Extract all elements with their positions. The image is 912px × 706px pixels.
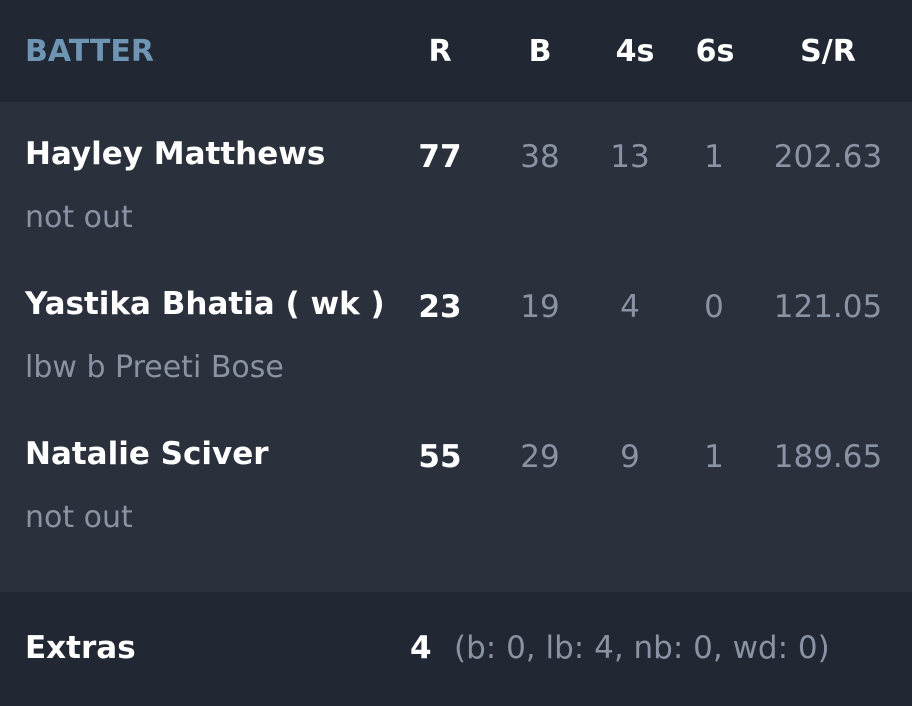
batter-runs: 23 [418,289,462,325]
batter-sixes: 0 [704,289,724,325]
scorecard-header: BATTER R B 4s 6s S/R [0,0,912,102]
batter-runs: 55 [418,439,462,475]
batter-name[interactable]: Natalie Sciver [25,436,269,472]
batter-dismissal: not out [25,500,133,535]
batter-dismissal: lbw b Preeti Bose [25,350,284,385]
batter-row[interactable]: Hayley Matthews not out 77 38 13 1 202.6… [3,102,912,252]
extras-row: Extras 4 (b: 0, lb: 4, nb: 0, wd: 0) [0,592,912,706]
extras-label: Extras [25,630,136,666]
batter-sixes: 1 [704,439,724,475]
batter-fours: 9 [620,439,640,475]
batter-dismissal: not out [25,200,133,235]
batter-list: Hayley Matthews not out 77 38 13 1 202.6… [3,102,912,592]
batter-strike-rate: 121.05 [773,289,883,325]
extras-breakdown: (b: 0, lb: 4, nb: 0, wd: 0) [454,630,830,666]
batter-fours: 13 [610,139,650,175]
batter-row[interactable]: Yastika Bhatia ( wk ) lbw b Preeti Bose … [3,252,912,402]
extras-total: 4 [410,630,432,666]
batter-runs: 77 [418,139,462,175]
batter-sixes: 1 [704,139,724,175]
batter-row[interactable]: Natalie Sciver not out 55 29 9 1 189.65 [3,402,912,552]
column-header-batter: BATTER [25,34,154,69]
batter-balls: 29 [520,439,560,475]
batter-name[interactable]: Yastika Bhatia ( wk ) [25,286,385,322]
batter-fours: 4 [620,289,640,325]
batter-strike-rate: 202.63 [773,139,883,175]
column-header-runs: R [428,34,452,69]
batter-name[interactable]: Hayley Matthews [25,136,326,172]
column-header-balls: B [528,34,552,69]
batter-balls: 19 [520,289,560,325]
batter-strike-rate: 189.65 [773,439,883,475]
column-header-sixes: 6s [695,34,735,69]
batter-balls: 38 [520,139,560,175]
column-header-strike-rate: S/R [800,34,856,69]
column-header-fours: 4s [615,34,655,69]
